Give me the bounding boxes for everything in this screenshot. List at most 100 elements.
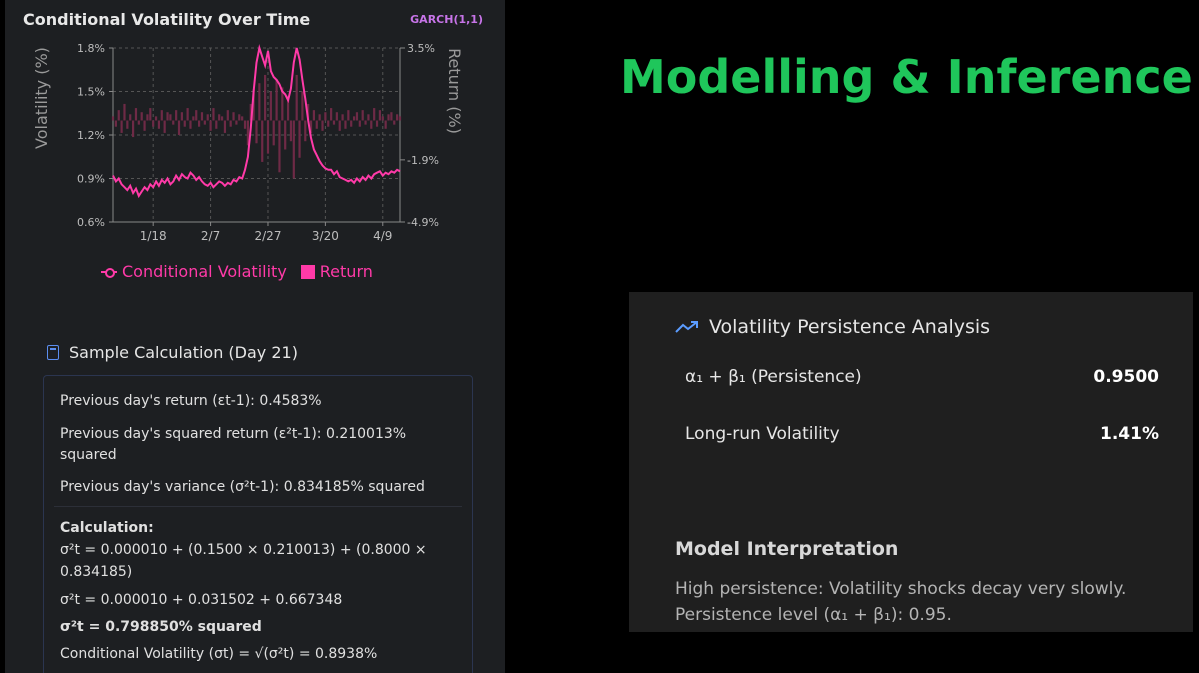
- return-bar: [295, 74, 298, 121]
- return-bar: [278, 120, 281, 173]
- return-bar: [355, 112, 359, 121]
- return-bar: [117, 110, 120, 121]
- model-badge: GARCH(1,1): [410, 13, 483, 26]
- return-bar: [206, 114, 209, 121]
- line-marker-icon: [101, 267, 117, 278]
- return-bar: [123, 103, 126, 121]
- return-bar: [126, 120, 129, 129]
- return-bar: [364, 120, 367, 125]
- return-bar: [175, 110, 178, 121]
- return-bar: [301, 91, 304, 121]
- return-bar: [332, 120, 336, 125]
- return-bar: [134, 108, 138, 121]
- return-bar: [209, 120, 212, 131]
- return-bar: [312, 110, 315, 121]
- return-bar: [315, 120, 318, 129]
- y2-tick-label: -1.9%: [407, 154, 439, 167]
- x-tick-label: 2/7: [201, 229, 220, 243]
- page-heading: Modelling & Inference: [620, 50, 1193, 104]
- return-bar: [186, 108, 189, 121]
- return-bar: [146, 114, 149, 121]
- return-bar: [246, 120, 249, 146]
- interpretation-text: High persistence: Volatility shocks deca…: [675, 576, 1175, 628]
- chart-title: Conditional Volatility Over Time: [23, 10, 311, 29]
- formula-sum-line: σ²t = 0.000010 + 0.031502 + 0.667348: [60, 592, 343, 608]
- return-bar: [200, 112, 204, 121]
- calculation-box: Previous day's return (εt-1): 0.4583% Pr…: [43, 375, 473, 673]
- return-bar: [111, 116, 115, 121]
- conditional-vol-line: Conditional Volatility (σt) = √(σ²t) = 0…: [60, 646, 378, 662]
- return-bar: [350, 120, 353, 127]
- longrun-label: Long-run Volatility: [685, 424, 840, 444]
- return-bar: [298, 120, 301, 158]
- calculator-icon: [47, 345, 59, 360]
- legend-item-return[interactable]: Return: [300, 262, 373, 281]
- return-bar: [398, 116, 402, 121]
- return-bar: [249, 103, 252, 121]
- return-bar: [284, 120, 287, 150]
- prev-variance-line: Previous day's variance (σ²t-1): 0.83418…: [60, 479, 425, 495]
- return-bar: [215, 120, 218, 129]
- x-tick-label: 3/20: [312, 229, 339, 243]
- volatility-chart[interactable]: 0.6% 0.9% 1.2% 1.5% 1.8% -4.9% -1.9% 3.5% 1/18 2/…: [5, 36, 505, 256]
- return-bar: [131, 120, 135, 138]
- return-bar: [229, 120, 232, 127]
- chart-legend: Conditional Volatility Return: [101, 262, 373, 281]
- legend-item-volatility[interactable]: Conditional Volatility: [101, 262, 287, 281]
- return-bar: [180, 112, 183, 121]
- return-bar: [163, 120, 166, 133]
- return-bar: [189, 120, 192, 129]
- return-bar: [198, 120, 201, 127]
- return-bar: [114, 120, 117, 127]
- return-bar: [261, 120, 264, 162]
- return-bar: [321, 120, 324, 131]
- prev-return-line: Previous day's return (εt-1): 0.4583%: [60, 393, 322, 409]
- return-bar: [195, 110, 198, 121]
- return-bar: [143, 120, 146, 131]
- return-bar: [252, 89, 255, 121]
- return-bar: [289, 120, 293, 142]
- formula-result-line: σ²t = 0.798850% squared: [60, 619, 262, 635]
- persistence-panel: Volatility Persistence Analysis α₁ + β₁ …: [629, 292, 1193, 632]
- formula-line-cont: 0.834185): [60, 564, 133, 580]
- persistence-value: 0.9500: [1093, 367, 1159, 387]
- x-tick-label: 2/27: [255, 229, 282, 243]
- return-bar: [324, 112, 327, 121]
- return-bar: [232, 112, 235, 121]
- return-bar: [275, 79, 278, 121]
- y-tick-label: 1.5%: [77, 86, 105, 99]
- return-bar: [137, 120, 140, 125]
- return-bar: [157, 120, 161, 129]
- return-bar: [241, 116, 244, 121]
- y2-tick-label: -4.9%: [407, 216, 439, 229]
- return-bar: [281, 87, 284, 121]
- return-bar: [183, 120, 186, 127]
- return-bar: [344, 120, 347, 129]
- return-bar: [172, 120, 175, 125]
- persistence-header: Volatility Persistence Analysis: [675, 316, 990, 338]
- prev-squared-line-cont: squared: [60, 447, 117, 463]
- return-bar: [220, 116, 224, 121]
- return-bar: [373, 108, 376, 121]
- return-bar: [330, 108, 333, 121]
- return-bar: [129, 114, 132, 121]
- longrun-value: 1.41%: [1100, 424, 1159, 444]
- return-bar: [154, 116, 158, 121]
- return-bar: [223, 120, 227, 133]
- interpretation-title: Model Interpretation: [675, 538, 899, 560]
- return-bar: [381, 116, 384, 121]
- return-bar: [338, 120, 341, 131]
- return-bar: [370, 120, 373, 129]
- return-bar: [387, 114, 390, 121]
- return-bar: [235, 120, 238, 125]
- y-tick-label: 0.6%: [77, 216, 105, 229]
- return-bar: [226, 110, 229, 121]
- return-bar: [269, 91, 272, 121]
- return-bar: [341, 114, 344, 121]
- trending-up-icon: [675, 321, 698, 333]
- interpretation-line: Persistence level (α₁ + β₁): 0.95.: [675, 605, 952, 625]
- return-bar: [169, 114, 172, 121]
- calculation-header: Sample Calculation (Day 21): [47, 343, 298, 362]
- legend-label-return: Return: [319, 262, 373, 281]
- return-bar: [378, 110, 382, 121]
